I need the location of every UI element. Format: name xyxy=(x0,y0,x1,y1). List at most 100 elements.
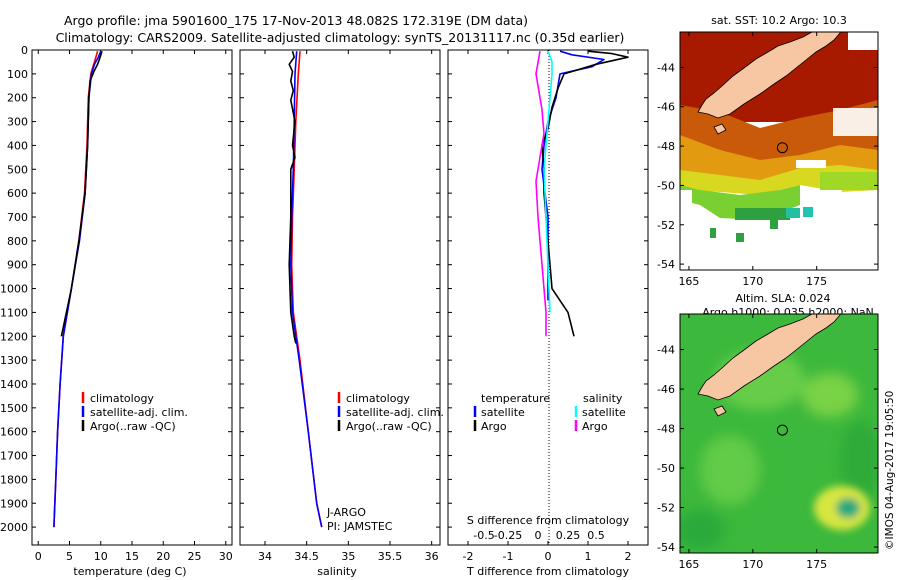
sst-latitude-label: -50 xyxy=(657,179,675,192)
depth-tick-label: 800 xyxy=(7,235,28,248)
salinity-legend: climatology satellite-adj. clim. Argo(..… xyxy=(337,392,444,433)
sla-latitude-label: -46 xyxy=(657,383,675,396)
depth-tick-label: 500 xyxy=(7,163,28,176)
sst-data-gap xyxy=(680,215,710,270)
salinity-xlabel: salinity xyxy=(317,565,357,578)
sla-longitude-label: 165 xyxy=(678,558,699,571)
difference-top-tick-label: -0.5 xyxy=(473,529,494,542)
temperature-legend: climatology satellite-adj. clim. Argo(..… xyxy=(81,392,188,433)
jargo-annotation: J-ARGO xyxy=(326,506,366,519)
temperature-xtick-label: 30 xyxy=(219,550,233,563)
depth-tick-label: 1100 xyxy=(0,306,28,319)
sst-lightgreen-patch xyxy=(820,172,878,190)
legend-climatology-label: climatology xyxy=(90,392,154,405)
salinity-panel: 34 34.5 35 35.5 36 salinity climatology sate… xyxy=(239,49,444,578)
sla-map-frame xyxy=(679,313,879,554)
pi-annotation: PI: JAMSTEC xyxy=(327,520,393,533)
sst-latitude-label: -52 xyxy=(657,219,675,232)
depth-tick-label: 1600 xyxy=(0,426,28,439)
temperature-xtick-label: 15 xyxy=(125,550,139,563)
depth-tick-label: 1800 xyxy=(0,473,28,486)
depth-tick-label: 1400 xyxy=(0,378,28,391)
sla-teal-eddy xyxy=(836,498,860,518)
sst-data-gap xyxy=(833,108,878,136)
sst-longitude-label: 170 xyxy=(742,275,763,288)
sst-data-gap xyxy=(848,32,878,50)
sst-data-gap xyxy=(680,190,692,220)
temperature-xtick-label: 0 xyxy=(35,550,42,563)
sst-data-gap xyxy=(822,190,842,206)
temperature-series-climatology xyxy=(53,50,99,528)
legend-argo-label: Argo(..raw -QC) xyxy=(90,420,176,433)
sst-green-pixel xyxy=(736,233,744,242)
temperature-panel: 0100200300400500600700800900100011001200… xyxy=(0,44,233,578)
difference-xtick-label: 1 xyxy=(585,550,592,563)
depth-tick-label: 400 xyxy=(7,139,28,152)
depth-tick-label: 1900 xyxy=(0,497,28,510)
temperature-series-satellite-adj-clim xyxy=(53,50,102,528)
sla-map-title: Altim. SLA: 0.024 xyxy=(735,292,830,305)
sla-latitude-label: -54 xyxy=(657,541,675,554)
s-difference-label: S difference from climatology xyxy=(467,514,630,527)
sla-land-south-island xyxy=(697,314,841,401)
argo-float-marker xyxy=(776,142,788,154)
sst-teal-patch xyxy=(803,207,813,217)
sst-data-gap xyxy=(790,218,878,270)
sst-map-frame xyxy=(679,31,879,271)
depth-tick-label: 300 xyxy=(7,116,28,129)
sst-map-title: sat. SST: 10.2 Argo: 10.3 xyxy=(711,14,847,27)
depth-tick-label: 100 xyxy=(7,68,28,81)
salinity-series-argo-raw-qc xyxy=(288,50,297,344)
legend-salinity-header: salinity xyxy=(583,392,623,405)
difference-series-s-argo xyxy=(535,51,547,337)
temperature-xtick-label: 5 xyxy=(66,550,73,563)
depth-tick-label: 1500 xyxy=(0,402,28,415)
difference-xtick-label: 0 xyxy=(545,550,552,563)
salinity-series-satellite-adj-clim xyxy=(290,51,323,528)
difference-series-s-satellite xyxy=(543,50,553,313)
sst-data-gap xyxy=(796,160,826,168)
temperature-xtick-label: 10 xyxy=(94,550,108,563)
temperature-axes-box xyxy=(31,49,233,546)
depth-tick-label: 200 xyxy=(7,92,28,105)
sst-longitude-label: 175 xyxy=(806,275,827,288)
sst-land-south-island xyxy=(697,32,841,119)
sst-teal-patch xyxy=(786,208,800,218)
depth-tick-label: 900 xyxy=(7,259,28,272)
sla-latitude-label: -44 xyxy=(657,344,675,357)
temperature-xtick-label: 20 xyxy=(156,550,170,563)
title-line1: Argo profile: jma 5901600_175 17-Nov-201… xyxy=(64,13,528,28)
legend-argo-label: Argo(..raw -QC) xyxy=(346,420,432,433)
sst-map: sat. SST: 10.2 Argo: 10.3 xyxy=(657,14,879,288)
salinity-axes-box xyxy=(239,49,441,546)
depth-tick-label: 1000 xyxy=(0,283,28,296)
sst-latitude-label: -46 xyxy=(657,101,675,114)
depth-tick-label: 1700 xyxy=(0,450,28,463)
sla-longitude-label: 175 xyxy=(806,558,827,571)
sst-land-stewart-island xyxy=(713,123,727,135)
depth-tick-label: 700 xyxy=(7,211,28,224)
sst-green-pixel xyxy=(708,228,716,238)
sst-green-pixel xyxy=(770,220,778,229)
sla-latitude-label: -48 xyxy=(657,423,675,436)
difference-top-tick-label: -0.25 xyxy=(494,529,522,542)
legend-t-argo-label: Argo xyxy=(481,420,507,433)
depth-tick-label: 0 xyxy=(21,44,28,57)
salinity-xtick-label: 35 xyxy=(341,550,355,563)
t-difference-xlabel: T difference from climatology xyxy=(466,565,629,578)
sla-map: Altim. SLA: 0.024 Argo h1000: 0.035 h200… xyxy=(657,292,879,571)
depth-tick-label: 600 xyxy=(7,187,28,200)
salinity-xtick-label: 34 xyxy=(258,550,272,563)
difference-legend-temperature: temperature satellite Argo xyxy=(473,392,550,433)
difference-top-tick-label: 0.5 xyxy=(587,529,605,542)
difference-xtick-label: -2 xyxy=(463,550,474,563)
legend-satellite-label: satellite-adj. clim. xyxy=(346,406,444,419)
sla-land-stewart-island xyxy=(713,405,727,417)
sst-latitude-label: -54 xyxy=(657,258,675,271)
title-line2: Climatology: CARS2009. Satellite-adjuste… xyxy=(56,30,625,45)
difference-legend-salinity: salinity satellite Argo xyxy=(574,392,626,433)
sla-latitude-label: -50 xyxy=(657,462,675,475)
legend-s-satellite-label: satellite xyxy=(582,406,626,419)
temperature-xtick-label: 25 xyxy=(188,550,202,563)
sla-latitude-label: -52 xyxy=(657,502,675,515)
